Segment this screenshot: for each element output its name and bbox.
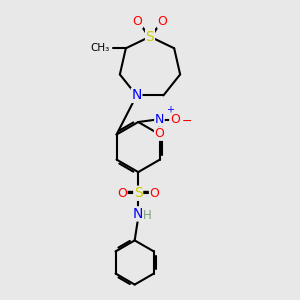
Text: N: N [131,88,142,102]
Text: +: + [166,105,174,115]
Text: O: O [170,113,180,126]
Text: O: O [117,187,127,200]
Text: CH₃: CH₃ [90,43,110,53]
Text: N: N [155,113,164,126]
Text: O: O [154,127,164,140]
Text: N: N [133,207,143,221]
Text: O: O [133,15,142,28]
Text: −: − [182,115,193,128]
Text: O: O [158,15,167,28]
Text: S: S [134,186,142,200]
Text: S: S [146,30,154,44]
Text: O: O [149,187,159,200]
Text: H: H [143,209,152,222]
